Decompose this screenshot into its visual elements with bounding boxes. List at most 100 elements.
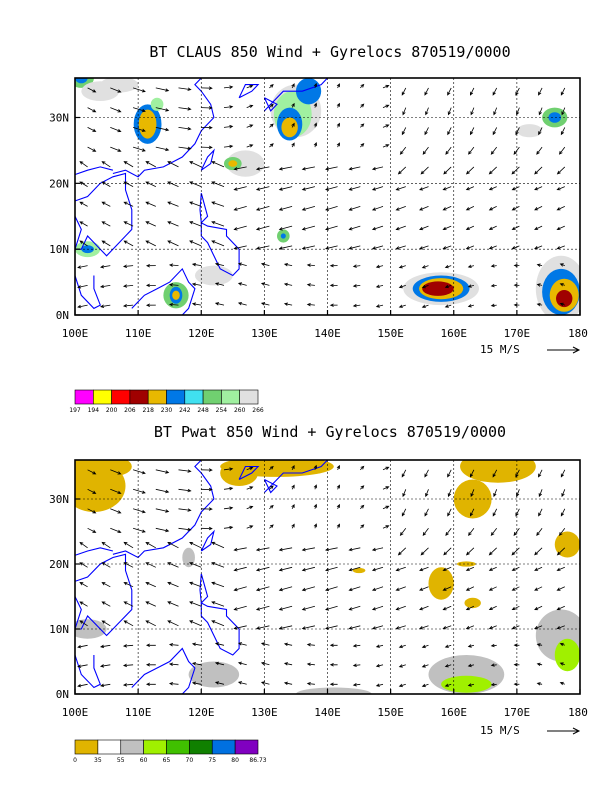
wind-vector-139 (233, 566, 247, 572)
wind-vector-257 (424, 469, 429, 478)
wind-vector-97 (278, 605, 293, 611)
wind-vector-61 (467, 264, 475, 268)
x-tick-label-8: 180 (568, 706, 588, 719)
x-tick-label-4: 140E (314, 706, 341, 719)
wind-vector-234 (402, 107, 407, 116)
wind-vector-24 (122, 663, 134, 668)
wind-vector-232 (360, 103, 365, 108)
colorbar-swatch-0 (74, 389, 94, 405)
wind-vector-261 (515, 87, 520, 96)
wind-vector-41 (513, 662, 520, 667)
wind-vector-191 (422, 146, 429, 155)
wind-vector-251 (291, 464, 295, 470)
y-tick-label-0: 0N (56, 309, 69, 322)
x-tick-label-2: 120E (188, 706, 215, 719)
wind-vector-9 (283, 681, 293, 686)
colorbar-label-6: 242 (179, 407, 191, 414)
wind-vector-64 (536, 643, 543, 647)
wind-vector-149 (465, 186, 475, 191)
wind-vector-245 (155, 87, 170, 92)
wind-vector-49 (191, 262, 202, 267)
wind-vector-1 (99, 683, 111, 688)
coastline-2 (75, 654, 101, 689)
wind-vector-111 (101, 201, 111, 207)
colorbar-label-8: 86.73 (249, 757, 266, 764)
wind-vector-192 (445, 146, 452, 155)
wind-vector-32 (306, 662, 315, 667)
wind-vector-72 (211, 620, 225, 627)
wind-vector-3 (145, 682, 156, 687)
wind-vector-262 (538, 87, 543, 96)
wind-vector-117 (233, 586, 247, 592)
wind-vector-88 (79, 221, 88, 227)
wind-vector-155 (101, 161, 111, 168)
wind-vector-110 (79, 582, 88, 588)
wind-vector-148 (442, 186, 452, 191)
wind-vector-132 (79, 562, 88, 568)
wind-vector-107 (511, 605, 520, 610)
wind-vector-96 (255, 225, 270, 231)
wind-vector-243 (110, 87, 122, 93)
wind-vector-70 (167, 620, 179, 627)
wind-vector-151 (511, 566, 520, 571)
wind-vector-67 (101, 240, 111, 247)
wind-vector-45 (99, 644, 111, 649)
wind-vector-178 (132, 146, 146, 152)
wind-vector-220 (87, 488, 97, 494)
wind-vector-211 (382, 124, 390, 128)
wind-vector-231 (336, 484, 340, 490)
wind-vector-203 (201, 507, 213, 511)
wind-vector-90 (123, 601, 134, 607)
wind-vector-201 (155, 127, 170, 132)
wind-vector-76 (301, 625, 315, 630)
wind-vector-14 (398, 304, 406, 308)
wind-vector-120 (301, 586, 316, 592)
wind-vector-10 (306, 302, 315, 307)
wind-vector-127 (465, 206, 475, 211)
wind-vector-252 (313, 464, 318, 470)
wind-vector-39 (467, 663, 474, 668)
wind-vector-38 (444, 284, 452, 289)
field-contour-9 (456, 561, 476, 567)
wind-vector-230 (313, 484, 318, 490)
wind-vector-71 (189, 240, 202, 247)
wind-vector-82 (442, 625, 452, 630)
wind-vector-230 (313, 102, 318, 108)
wind-vector-50 (214, 262, 225, 267)
wind-vector-161 (233, 166, 247, 171)
wind-vector-94 (211, 601, 225, 607)
colorbar-swatch-5 (189, 739, 213, 755)
wind-vector-161 (233, 547, 247, 552)
wind-vector-99 (325, 225, 338, 231)
wind-vector-9 (283, 302, 293, 306)
wind-vector-43 (559, 283, 565, 287)
y-tick-label-2: 20N (49, 177, 69, 190)
wind-vector-171 (465, 547, 475, 556)
wind-vector-210 (360, 123, 365, 128)
wind-vector-181 (201, 526, 213, 531)
wind-vector-241 (561, 489, 566, 498)
wind-vector-209 (336, 122, 340, 128)
wind-vector-116 (211, 201, 225, 207)
wind-vector-154 (79, 161, 88, 168)
wind-vector-126 (442, 206, 452, 211)
coastline-6 (238, 465, 260, 480)
wind-vector-169 (420, 547, 429, 556)
wind-vector-107 (511, 225, 520, 230)
wind-vector-168 (397, 547, 407, 556)
wind-vector-23 (99, 664, 111, 668)
wind-vector-255 (382, 466, 390, 471)
field-contour-11 (464, 597, 481, 609)
wind-vector-194 (490, 146, 498, 155)
wind-vector-149 (465, 566, 475, 571)
wind-vector-73 (233, 245, 247, 250)
wind-vector-95 (233, 605, 247, 611)
wind-vector-35 (375, 663, 384, 668)
wind-vector-167 (371, 547, 384, 552)
wind-vector-129 (511, 206, 520, 211)
wind-vector-104 (442, 225, 452, 230)
wind-vector-38 (444, 664, 452, 668)
wind-vector-98 (301, 605, 316, 611)
wind-vector-212 (401, 508, 407, 517)
wind-vector-13 (375, 304, 384, 308)
